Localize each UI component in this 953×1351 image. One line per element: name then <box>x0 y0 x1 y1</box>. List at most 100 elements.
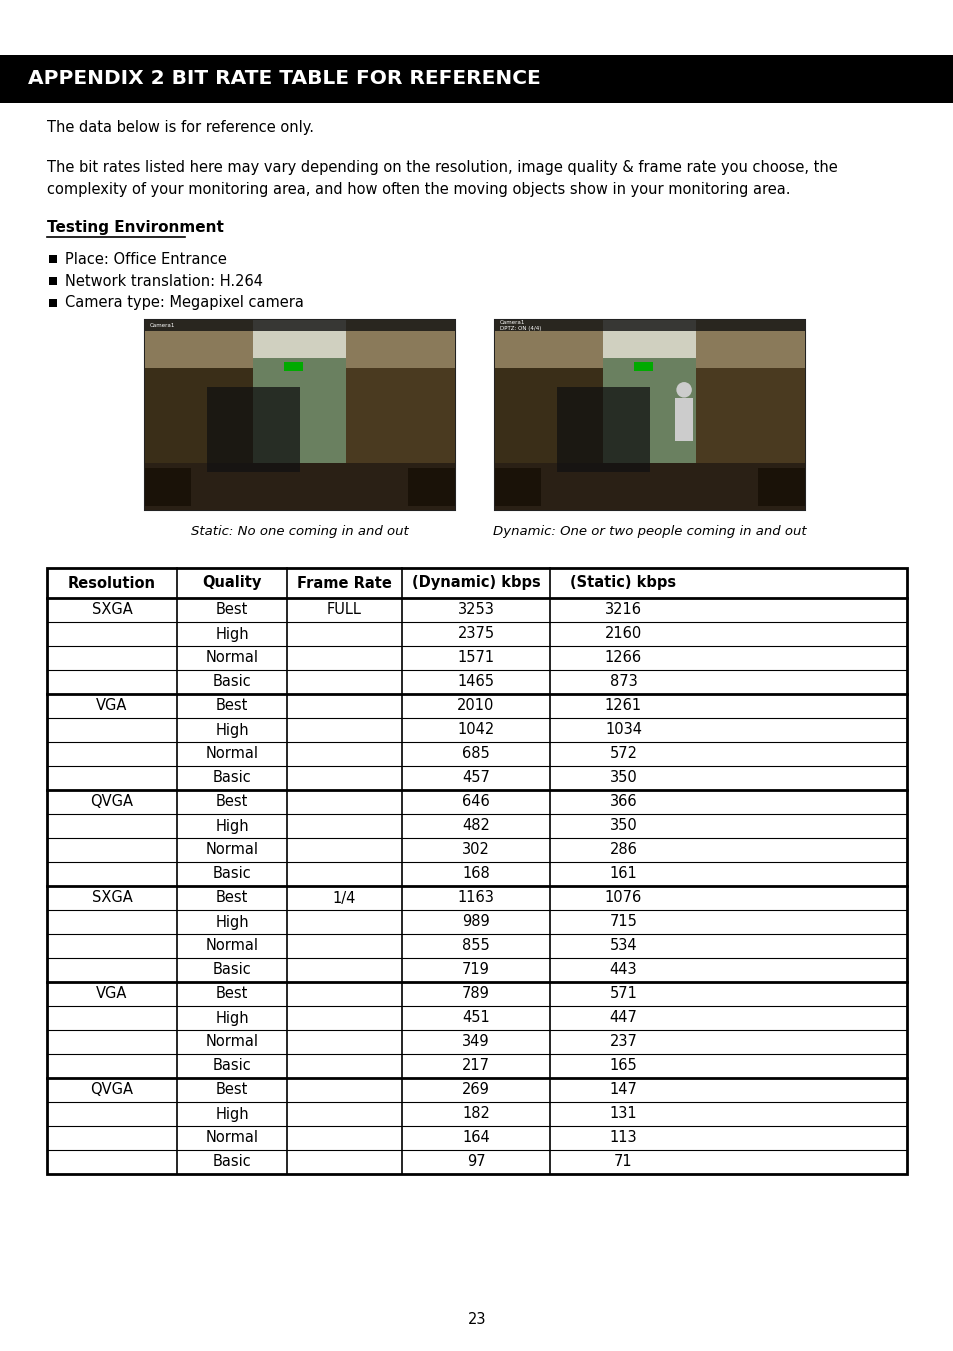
Text: 1034: 1034 <box>604 723 641 738</box>
Text: High: High <box>215 1011 249 1025</box>
Text: Best: Best <box>215 890 248 905</box>
Text: 3216: 3216 <box>604 603 641 617</box>
Text: 131: 131 <box>609 1106 637 1121</box>
Text: 719: 719 <box>461 962 490 978</box>
Text: 350: 350 <box>609 819 637 834</box>
Text: High: High <box>215 627 249 642</box>
Text: 97: 97 <box>466 1155 485 1170</box>
Bar <box>758 469 804 507</box>
Text: Basic: Basic <box>213 866 251 881</box>
Text: 1571: 1571 <box>456 650 494 666</box>
Bar <box>346 367 455 462</box>
Text: 350: 350 <box>609 770 637 785</box>
Text: 1465: 1465 <box>457 674 494 689</box>
Bar <box>145 320 455 331</box>
Text: 1/4: 1/4 <box>333 890 355 905</box>
Text: Basic: Basic <box>213 1155 251 1170</box>
Bar <box>495 320 804 509</box>
Bar <box>47 567 906 1174</box>
Text: 571: 571 <box>609 986 637 1001</box>
Bar <box>557 386 649 471</box>
Text: Resolution: Resolution <box>68 576 156 590</box>
Text: 23: 23 <box>467 1313 486 1328</box>
Text: Normal: Normal <box>205 843 258 858</box>
Text: 1163: 1163 <box>457 890 494 905</box>
Text: High: High <box>215 1106 249 1121</box>
Text: 164: 164 <box>461 1131 489 1146</box>
Text: 789: 789 <box>461 986 490 1001</box>
Text: The data below is for reference only.: The data below is for reference only. <box>47 120 314 135</box>
Text: (Dynamic) kbps: (Dynamic) kbps <box>411 576 539 590</box>
Bar <box>253 320 346 358</box>
Text: Quality: Quality <box>202 576 261 590</box>
Text: 366: 366 <box>609 794 637 809</box>
Bar <box>603 358 696 462</box>
Text: Camera1: Camera1 <box>150 323 175 328</box>
Text: 269: 269 <box>461 1082 490 1097</box>
Text: 182: 182 <box>461 1106 490 1121</box>
Text: QVGA: QVGA <box>91 1082 133 1097</box>
Bar <box>495 320 804 367</box>
Text: 443: 443 <box>609 962 637 978</box>
Text: 447: 447 <box>609 1011 637 1025</box>
Text: 1042: 1042 <box>456 723 494 738</box>
Text: 217: 217 <box>461 1058 490 1074</box>
Bar <box>145 320 455 367</box>
Bar <box>674 399 693 442</box>
Text: VGA: VGA <box>96 698 128 713</box>
Text: Static: No one coming in and out: Static: No one coming in and out <box>191 526 409 538</box>
Bar <box>634 362 653 372</box>
Bar <box>284 362 303 372</box>
Text: 451: 451 <box>461 1011 489 1025</box>
Text: Best: Best <box>215 986 248 1001</box>
Bar <box>495 320 804 331</box>
Text: 161: 161 <box>609 866 637 881</box>
Text: Basic: Basic <box>213 962 251 978</box>
Text: Dynamic: One or two people coming in and out: Dynamic: One or two people coming in and… <box>493 526 806 538</box>
Text: Best: Best <box>215 794 248 809</box>
Bar <box>145 320 455 509</box>
Text: 168: 168 <box>461 866 489 881</box>
Text: High: High <box>215 819 249 834</box>
Text: 482: 482 <box>461 819 490 834</box>
Text: Frame Rate: Frame Rate <box>296 576 392 590</box>
Text: Basic: Basic <box>213 1058 251 1074</box>
Text: 572: 572 <box>609 747 637 762</box>
Bar <box>495 462 804 509</box>
Circle shape <box>676 382 691 397</box>
Bar <box>696 367 804 462</box>
Text: Basic: Basic <box>213 674 251 689</box>
Bar <box>603 320 696 358</box>
Text: 2160: 2160 <box>604 627 641 642</box>
Text: The bit rates listed here may vary depending on the resolution, image quality & : The bit rates listed here may vary depen… <box>47 159 837 176</box>
Bar <box>207 386 299 471</box>
Text: Normal: Normal <box>205 747 258 762</box>
Text: 457: 457 <box>461 770 490 785</box>
Bar <box>495 367 603 462</box>
Text: 1266: 1266 <box>604 650 641 666</box>
Text: Camera type: Megapixel camera: Camera type: Megapixel camera <box>65 296 304 311</box>
Text: 2010: 2010 <box>456 698 495 713</box>
Text: Network translation: H.264: Network translation: H.264 <box>65 273 263 289</box>
Text: 646: 646 <box>461 794 489 809</box>
Text: Normal: Normal <box>205 650 258 666</box>
Text: High: High <box>215 915 249 929</box>
Bar <box>408 469 455 507</box>
Text: 3253: 3253 <box>457 603 494 617</box>
Text: 237: 237 <box>609 1035 637 1050</box>
Text: High: High <box>215 723 249 738</box>
Text: (Static) kbps: (Static) kbps <box>570 576 676 590</box>
Text: SXGA: SXGA <box>91 603 132 617</box>
Bar <box>0 55 953 103</box>
Bar <box>495 469 541 507</box>
Text: VGA: VGA <box>96 986 128 1001</box>
Text: FULL: FULL <box>327 603 361 617</box>
Text: 989: 989 <box>461 915 489 929</box>
Text: Normal: Normal <box>205 939 258 954</box>
Bar <box>253 358 346 462</box>
Text: 349: 349 <box>461 1035 489 1050</box>
Text: 71: 71 <box>614 1155 632 1170</box>
Text: 855: 855 <box>461 939 489 954</box>
Text: Place: Office Entrance: Place: Office Entrance <box>65 251 227 266</box>
Bar <box>49 255 57 263</box>
